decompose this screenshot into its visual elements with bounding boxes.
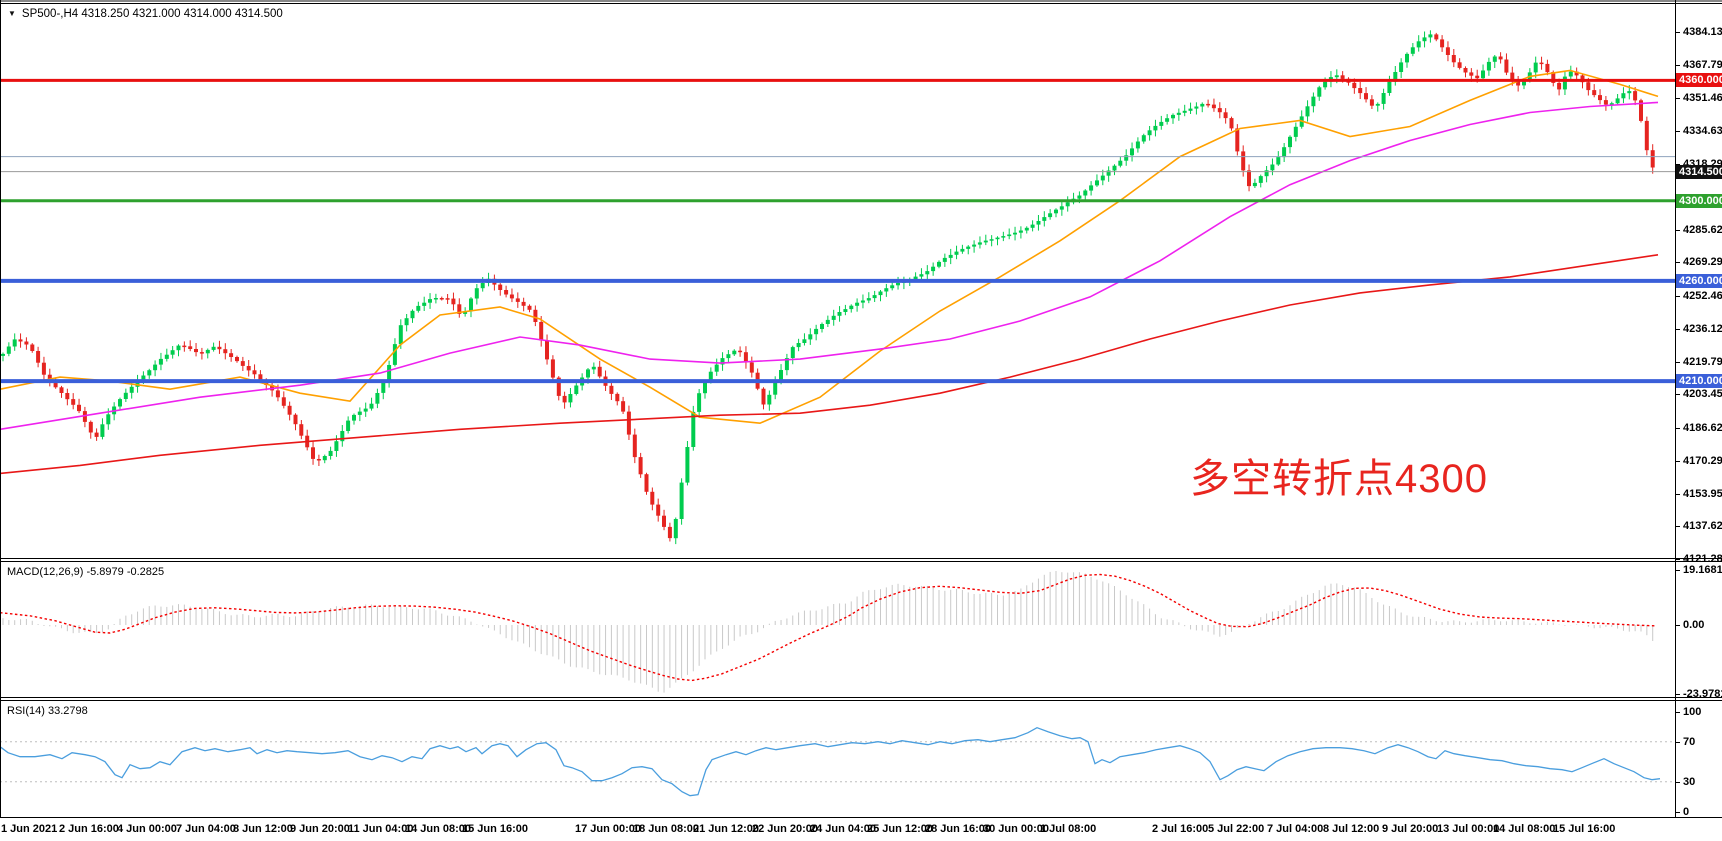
window-top-border: [0, 0, 1722, 2]
macd-panel-top-border: [0, 561, 1722, 562]
time-tick-label: 1 Jul 08:00: [1040, 823, 1097, 835]
time-axis[interactable]: 1 Jun 2021 2 Jun 16:00 4 Jun 00:00 7 Jun 04…: [0, 818, 1722, 841]
axis-tick-mark: [1676, 329, 1680, 330]
price-tick-label: 4285.625: [1683, 224, 1722, 236]
axis-tick-mark: [1676, 712, 1680, 713]
price-tick-label: 4269.290: [1683, 256, 1722, 268]
panel-separator: [0, 558, 1722, 559]
time-tick-label: 1 Jun 2021: [1, 823, 58, 835]
ma-mid-magenta: [0, 101, 1659, 431]
macd-axis-label: 19.1681: [1683, 564, 1722, 576]
macd-axis-label: 0.00: [1683, 619, 1705, 631]
panel-separator: [0, 697, 1722, 698]
symbol-quote-header: ▼ SP500-,H4 4318.250 4321.000 4314.000 43…: [8, 8, 283, 20]
time-tick-label: 2 Jul 16:00: [1152, 823, 1209, 835]
price-tick-label: 4252.460: [1683, 290, 1722, 302]
rsi-panel-bottom-border: [0, 817, 1722, 818]
time-tick-label: 13 Jul 00:00: [1437, 823, 1500, 835]
price-axis-border: [1675, 0, 1676, 818]
rsi-line: [0, 726, 1661, 797]
rsi-axis-label: 0: [1683, 806, 1690, 818]
rsi-indicator-label: RSI(14) 33.2798: [7, 705, 88, 717]
time-tick-label: 4 Jun 00:00: [117, 823, 177, 835]
axis-tick-mark: [1676, 164, 1680, 165]
time-tick-label: 15 Jun 16:00: [462, 823, 529, 835]
ma-slow-red: [0, 254, 1659, 475]
triangle-down-icon: ▼: [8, 9, 16, 18]
axis-tick-mark: [1676, 394, 1680, 395]
price-line-label-badge: 4360.000: [1676, 73, 1722, 87]
time-tick-label: 21 Jun 12:00: [693, 823, 760, 835]
axis-tick-mark: [1676, 526, 1680, 527]
price-tick-label: 4334.630: [1683, 125, 1722, 137]
axis-tick-mark: [1676, 230, 1680, 231]
axis-tick-mark: [1676, 428, 1680, 429]
ma-fast-orange: [0, 69, 1659, 425]
time-tick-label: 14 Jul 08:00: [1493, 823, 1556, 835]
axis-tick-mark: [1676, 131, 1680, 132]
axis-tick-mark: [1676, 461, 1680, 462]
axis-tick-mark: [1676, 742, 1680, 743]
price-tick-label: 4367.795: [1683, 59, 1722, 71]
axis-tick-mark: [1676, 262, 1680, 263]
axis-tick-mark: [1676, 65, 1680, 66]
macd-indicator-label: MACD(12,26,9) -5.8979 -0.2825: [7, 566, 165, 578]
time-tick-label: 25 Jun 12:00: [867, 823, 934, 835]
axis-tick-mark: [1676, 812, 1680, 813]
time-tick-label: 11 Jun 04:00: [348, 823, 414, 835]
main-panel-top-border: [0, 3, 1722, 4]
rsi-axis-label: 100: [1683, 706, 1702, 718]
time-tick-label: 18 Jun 08:00: [633, 823, 700, 835]
price-tick-label: 4186.625: [1683, 422, 1722, 434]
price-line-label-badge: 4300.000: [1676, 194, 1722, 208]
price-tick-label: 4203.455: [1683, 388, 1722, 400]
time-tick-label: 9 Jul 20:00: [1382, 823, 1439, 835]
time-tick-label: 30 Jun 00:00: [983, 823, 1050, 835]
price-axis[interactable]: 4384.1304367.7954351.4604334.6304318.295…: [1676, 0, 1722, 841]
price-tick-label: 4236.125: [1683, 323, 1722, 335]
axis-tick-mark: [1676, 32, 1680, 33]
chart-annotation-text: 多空转折点4300: [1190, 457, 1488, 501]
time-tick-label: 8 Jul 12:00: [1323, 823, 1380, 835]
price-tick-label: 4121.285: [1683, 553, 1722, 565]
axis-tick-mark: [1676, 694, 1680, 695]
axis-tick-mark: [1676, 362, 1680, 363]
chart-left-border: [0, 0, 1, 818]
time-tick-label: 28 Jun 16:00: [925, 823, 992, 835]
time-tick-label: 24 Jun 04:00: [810, 823, 877, 835]
axis-tick-mark: [1676, 570, 1680, 571]
time-tick-label: 22 Jun 20:00: [752, 823, 819, 835]
price-line-label-badge: 4210.000: [1676, 374, 1722, 388]
price-tick-label: 4170.290: [1683, 455, 1722, 467]
rsi-panel-top-border: [0, 700, 1722, 701]
time-tick-label: 14 Jun 08:00: [405, 823, 472, 835]
axis-tick-mark: [1676, 296, 1680, 297]
time-tick-label: 17 Jun 00:00: [575, 823, 642, 835]
axis-tick-mark: [1676, 782, 1680, 783]
time-tick-label: 15 Jul 16:00: [1553, 823, 1616, 835]
time-tick-label: 8 Jun 12:00: [233, 823, 293, 835]
price-tick-label: 4153.955: [1683, 488, 1722, 500]
rsi-axis-label: 30: [1683, 776, 1696, 788]
price-line-label-badge: 4314.500: [1676, 165, 1722, 179]
time-tick-label: 2 Jun 16:00: [59, 823, 119, 835]
price-tick-label: 4384.130: [1683, 26, 1722, 38]
time-tick-label: 7 Jun 04:00: [176, 823, 236, 835]
axis-tick-mark: [1676, 625, 1680, 626]
axis-tick-mark: [1676, 559, 1680, 560]
macd-signal-line: [0, 573, 1656, 682]
time-tick-label: 9 Jun 20:00: [290, 823, 350, 835]
price-tick-label: 4219.790: [1683, 356, 1722, 368]
time-tick-label: 7 Jul 04:00: [1267, 823, 1324, 835]
symbol-quote-text: SP500-,H4 4318.250 4321.000 4314.000 431…: [21, 8, 283, 20]
axis-tick-mark: [1676, 98, 1680, 99]
price-tick-label: 4351.460: [1683, 92, 1722, 104]
price-line-label-badge: 4260.000: [1676, 274, 1722, 288]
price-tick-label: 4137.620: [1683, 520, 1722, 532]
time-tick-label: 5 Jul 22:00: [1208, 823, 1265, 835]
axis-tick-mark: [1676, 494, 1680, 495]
rsi-axis-label: 70: [1683, 736, 1696, 748]
